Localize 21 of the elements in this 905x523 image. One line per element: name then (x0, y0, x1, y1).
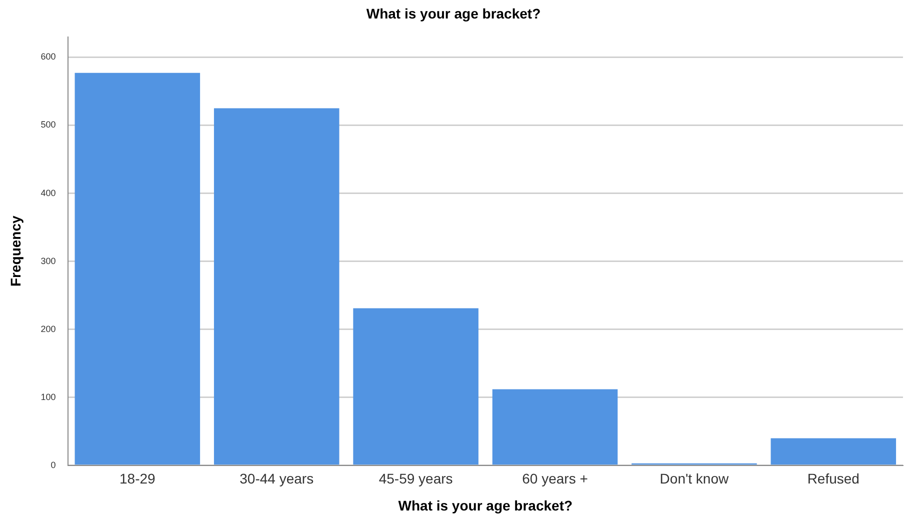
y-tick-label: 300 (40, 256, 56, 266)
y-tick-label: 400 (40, 188, 56, 198)
y-tick-label: 600 (40, 52, 56, 62)
y-tick-label: 100 (40, 392, 56, 402)
x-tick-label: 45-59 years (378, 470, 453, 487)
x-tick-label: 60 years + (522, 470, 588, 487)
x-tick-label: Don't know (660, 470, 730, 487)
y-tick-label: 0 (50, 460, 56, 470)
x-tick-label: Refused (807, 470, 860, 487)
y-tick-label: 500 (40, 120, 56, 130)
bar (770, 438, 896, 465)
bar (492, 389, 618, 465)
bar (214, 108, 340, 465)
x-axis-title: What is your age bracket? (398, 497, 573, 514)
x-tick-label: 18-29 (120, 470, 156, 487)
chart-title: What is your age bracket? (366, 5, 541, 22)
x-tick-label: 30-44 years (240, 470, 314, 487)
y-tick-label: 200 (40, 324, 56, 334)
y-axis-title: Frequency (7, 215, 24, 287)
bar (74, 72, 200, 465)
bar (353, 308, 478, 465)
